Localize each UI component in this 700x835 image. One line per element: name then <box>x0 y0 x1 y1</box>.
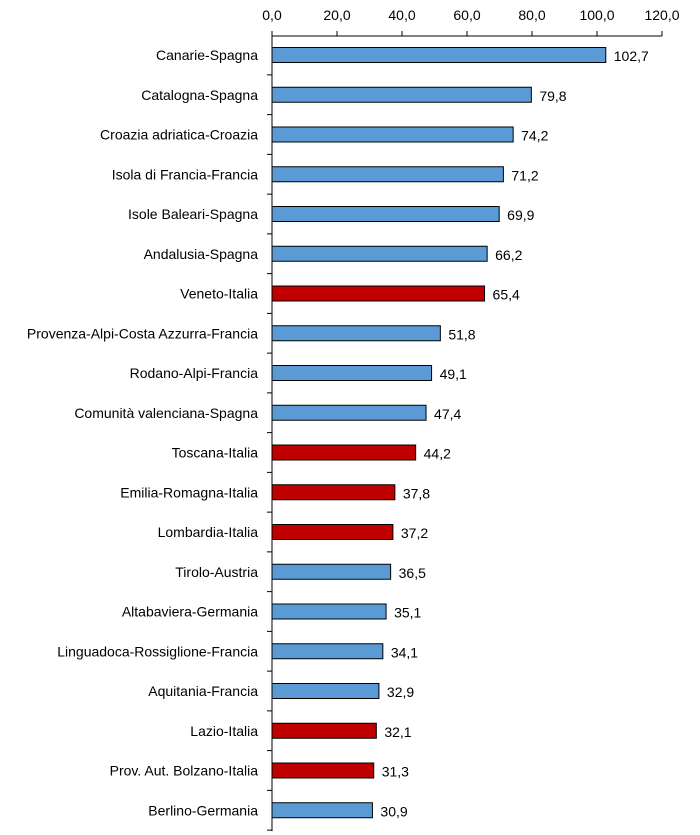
bar <box>271 86 532 103</box>
bar <box>271 683 380 699</box>
category-label: Veneto-Italia <box>180 286 258 302</box>
category-label: Tirolo-Austria <box>175 564 258 580</box>
bar <box>271 762 375 779</box>
x-tick-label: 100,0 <box>579 7 614 23</box>
value-label: 37,8 <box>403 485 430 501</box>
x-tick-label: 120,0 <box>644 7 679 23</box>
bar <box>271 524 394 540</box>
bar <box>271 643 384 660</box>
value-label: 74,2 <box>521 128 548 144</box>
category-label: Rodano-Alpi-Francia <box>130 365 259 381</box>
bar <box>271 285 486 302</box>
value-label: 65,4 <box>493 287 520 303</box>
value-label: 44,2 <box>424 446 451 462</box>
bar <box>271 47 607 63</box>
category-label: Catalogna-Spagna <box>141 87 258 103</box>
bars <box>271 47 607 819</box>
bar <box>271 206 500 222</box>
category-label: Andalusia-Spagna <box>144 246 259 262</box>
category-label: Lombardia-Italia <box>158 524 259 540</box>
category-label: Prov. Aut. Bolzano-Italia <box>110 763 259 779</box>
x-tick-label: 60,0 <box>453 7 480 23</box>
bar <box>271 126 514 143</box>
category-label: Isola di Francia-Francia <box>112 166 258 182</box>
bar <box>271 603 387 620</box>
value-label: 37,2 <box>401 525 428 541</box>
category-label: Isole Baleari-Spagna <box>128 206 258 222</box>
value-label: 30,9 <box>380 803 407 819</box>
x-tick-label: 20,0 <box>323 7 350 23</box>
x-tick-label: 0,0 <box>262 7 282 23</box>
category-label: Comunità valenciana-Spagna <box>74 405 258 421</box>
category-label: Emilia-Romagna-Italia <box>120 484 258 500</box>
bar <box>271 484 396 501</box>
value-label: 47,4 <box>434 406 461 422</box>
category-label: Canarie-Spagna <box>156 47 258 63</box>
category-label: Altabaviera-Germania <box>122 604 258 620</box>
value-label: 32,9 <box>387 684 414 700</box>
value-label: 49,1 <box>440 366 467 382</box>
bar <box>271 166 504 183</box>
category-label: Berlino-Germania <box>148 802 258 818</box>
bar <box>271 563 392 580</box>
category-label: Toscana-Italia <box>172 445 259 461</box>
bar <box>271 444 417 461</box>
bar <box>271 325 441 342</box>
bar <box>271 722 377 739</box>
value-label: 32,1 <box>384 724 411 740</box>
value-label: 35,1 <box>394 605 421 621</box>
category-label: Croazia adriatica-Croazia <box>100 127 258 143</box>
value-label: 51,8 <box>448 326 475 342</box>
bar <box>271 365 433 381</box>
x-tick-label: 40,0 <box>388 7 415 23</box>
value-label: 102,7 <box>614 48 649 64</box>
value-label: 71,2 <box>511 167 538 183</box>
category-label: Aquitania-Francia <box>148 683 258 699</box>
value-label: 31,3 <box>382 764 409 780</box>
category-label: Linguadoca-Rossiglione-Francia <box>57 643 258 659</box>
value-label: 36,5 <box>399 565 426 581</box>
labels: 0,0 20,0 40,0 60,0 80,0 100,0 120,0 Canarie-Spa… <box>27 7 680 819</box>
value-label: 34,1 <box>391 644 418 660</box>
value-label: 79,8 <box>539 88 566 104</box>
bar <box>271 404 427 421</box>
axes <box>267 31 663 832</box>
category-label: Lazio-Italia <box>190 723 258 739</box>
value-label: 69,9 <box>507 207 534 223</box>
value-label: 66,2 <box>495 247 522 263</box>
bar <box>271 245 488 262</box>
category-label: Provenza-Alpi-Costa Azzurra-Francia <box>27 325 258 341</box>
bar <box>271 802 373 819</box>
x-tick-label: 80,0 <box>518 7 545 23</box>
